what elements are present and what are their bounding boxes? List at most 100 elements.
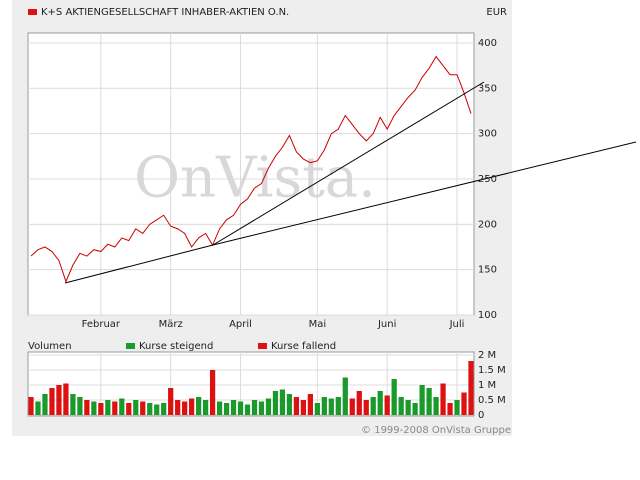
y-tick-label: 1 M	[478, 380, 496, 391]
trend-line	[212, 81, 485, 246]
y-tick-label: 300	[478, 129, 497, 140]
volume-bar	[28, 397, 34, 415]
volume-bar	[433, 397, 439, 415]
volume-bar	[307, 394, 313, 415]
trend-line	[64, 244, 214, 284]
volume-bar	[223, 403, 230, 415]
volume-bar	[328, 398, 334, 415]
chart-title: K+S AKTIENGESELLSCHAFT INHABER-AKTIEN O.…	[41, 7, 289, 18]
legend-swatch	[258, 343, 267, 349]
volume-bar	[133, 400, 139, 415]
volume-bar	[126, 403, 132, 415]
volume-bar	[154, 404, 160, 415]
volume-bar	[279, 389, 286, 415]
volume-bar	[147, 403, 153, 415]
x-tick-label: Juli	[449, 319, 465, 330]
grid	[28, 33, 474, 416]
price-line	[30, 55, 472, 283]
volume-bar	[391, 379, 397, 415]
volume-bar	[161, 403, 167, 415]
volume-bar	[56, 385, 62, 415]
volume-bar	[286, 394, 293, 415]
title-swatch	[28, 9, 37, 15]
y-tick-label: 0	[478, 410, 484, 421]
y-tick-label: 400	[478, 38, 497, 49]
volume-bar	[258, 401, 265, 415]
x-tick-label: März	[159, 319, 183, 330]
volume-bar	[216, 401, 223, 415]
volume-bar	[300, 400, 306, 415]
x-tick-label: April	[229, 319, 252, 330]
y-tick-label: 150	[478, 265, 497, 276]
volume-bar	[293, 397, 300, 415]
volume-bar	[112, 401, 118, 415]
copyright: © 1999-2008 OnVista Gruppe	[361, 425, 511, 436]
volume-bar	[405, 400, 411, 415]
volume-bar	[42, 394, 48, 415]
x-tick-label: Mai	[309, 319, 327, 330]
volume-bar	[196, 397, 202, 415]
y-tick-label: 200	[478, 219, 497, 230]
volume-bar	[230, 400, 237, 415]
volume-bar	[398, 397, 404, 415]
price-plot	[27, 32, 475, 316]
legend-label: Kurse steigend	[139, 341, 213, 352]
volume-bar	[356, 391, 362, 415]
volume-bar	[468, 361, 474, 415]
volume-bar	[140, 401, 146, 415]
volume-bar	[91, 401, 97, 415]
volume-bar	[349, 398, 355, 415]
volume-bar	[335, 397, 341, 415]
volume-bar	[202, 400, 209, 415]
y-tick-label: 100	[478, 310, 497, 321]
volume-bar	[342, 377, 348, 415]
volume-bar	[182, 401, 188, 415]
y-tick-label: 250	[478, 174, 497, 185]
y-tick-label: 2 M	[478, 350, 496, 361]
volume-bar	[84, 400, 90, 415]
volume-bar	[314, 403, 320, 415]
volume-bar	[426, 388, 432, 415]
volume-bar	[440, 383, 446, 415]
volume-bar	[370, 397, 376, 415]
y-tick-label: 0.5 M	[478, 395, 506, 406]
volume-bar	[175, 400, 181, 415]
volume-bar	[237, 401, 244, 415]
volume-bar	[49, 388, 55, 415]
y-tick-label: 1.5 M	[478, 365, 506, 376]
volume-bar	[244, 404, 251, 415]
volume-bar	[265, 398, 272, 415]
unit-label: EUR	[486, 7, 507, 18]
volume-bar	[377, 391, 383, 415]
volume-bar	[63, 383, 69, 415]
volume-bar	[419, 385, 425, 415]
y-tick-label: 350	[478, 83, 497, 94]
trend-line	[212, 141, 637, 246]
x-tick-label: Februar	[82, 319, 121, 330]
volume-bar	[461, 392, 467, 415]
volume-bar	[363, 400, 369, 415]
watermark: OnVista.	[134, 146, 376, 211]
legend-label: Kurse fallend	[271, 341, 336, 352]
volume-bar	[119, 398, 125, 415]
volume-bar	[98, 403, 104, 415]
volume-bar	[209, 370, 216, 415]
volume-bar	[454, 400, 460, 415]
volume-bar	[70, 394, 76, 415]
x-tick-label: Juni	[377, 319, 396, 330]
volume-bar	[321, 397, 327, 415]
volume-bar	[35, 401, 41, 415]
volume-bar	[105, 400, 111, 415]
volume-bar	[384, 395, 390, 415]
volume-bar	[447, 403, 453, 415]
volume-bar	[189, 398, 195, 415]
legend-swatch	[126, 343, 135, 349]
volume-bar	[77, 397, 83, 415]
volume-bar	[168, 388, 174, 415]
volume-title: Volumen	[28, 341, 72, 352]
volume-bar	[412, 403, 418, 415]
volume-bar	[251, 400, 258, 415]
marks	[28, 55, 474, 415]
